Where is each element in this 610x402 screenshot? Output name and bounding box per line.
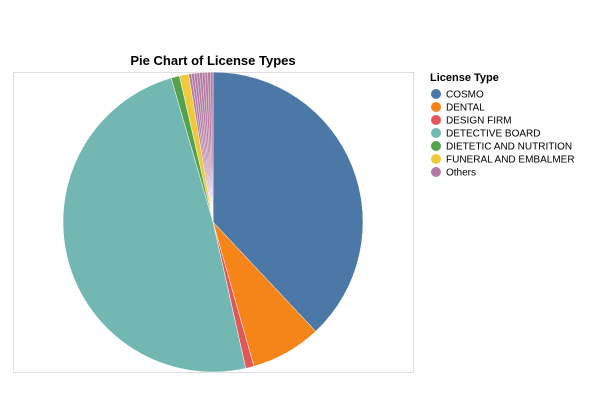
others-sub-slice-divider: [209, 72, 214, 223]
legend-label-design-firm: DESIGN FIRM: [446, 116, 512, 127]
others-sub-slice-divider: [190, 73, 214, 223]
legend-label-dental: DENTAL: [446, 103, 485, 114]
legend-swatch-dietetic-and-nutrition: [431, 141, 441, 151]
legend-swatch-cosmo: [431, 89, 441, 99]
legend-title: License Type: [430, 72, 499, 84]
legend-label-others: Others: [446, 168, 476, 179]
legend-swatch-detective-board: [431, 128, 441, 138]
pie-slices: [62, 71, 364, 373]
others-sub-slice-divider: [207, 72, 214, 223]
legend-swatch-design-firm: [431, 115, 441, 125]
others-sub-slice-divider: [204, 72, 214, 223]
legend-swatch-funeral-and-embalmer: [431, 154, 441, 164]
others-sub-slice-divider: [196, 72, 214, 223]
others-sub-slice-divider: [193, 73, 214, 223]
legend-label-cosmo: COSMO: [446, 90, 484, 101]
others-sub-slice-divider: [201, 72, 214, 223]
legend-swatch-others: [431, 167, 441, 177]
pie-slice-cosmo: [212, 71, 364, 332]
legend-label-dietetic-and-nutrition: DIETETIC AND NUTRITION: [446, 142, 572, 153]
others-sub-slice-divider: [199, 72, 214, 223]
legend-label-funeral-and-embalmer: FUNERAL AND EMBALMER: [446, 155, 575, 166]
legend-swatch-dental: [431, 102, 441, 112]
legend-label-detective-board: DETECTIVE BOARD: [446, 129, 540, 140]
chart-title: Pie Chart of License Types: [130, 53, 295, 68]
pie-slice-detective-board: [62, 77, 247, 373]
legend: License Type COSMO DENTAL DESIGN FIRM DETEC…: [430, 72, 575, 179]
